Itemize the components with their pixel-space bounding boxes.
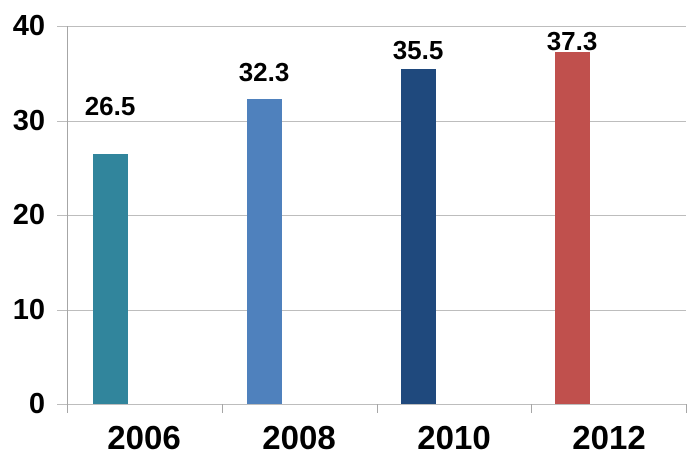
x-axis-category-label: 2006 bbox=[107, 419, 181, 456]
bar bbox=[93, 154, 128, 404]
x-axis-category-label: 2010 bbox=[417, 419, 491, 456]
y-axis-tick-label: 10 bbox=[12, 294, 45, 326]
x-axis-tick bbox=[686, 404, 687, 413]
bar-data-label: 26.5 bbox=[84, 91, 136, 121]
gridline bbox=[57, 215, 686, 216]
y-axis-tick-label: 0 bbox=[28, 388, 45, 420]
y-axis-tick-label: 20 bbox=[12, 199, 45, 231]
bar bbox=[247, 99, 282, 404]
bar-data-label: 37.3 bbox=[546, 26, 598, 56]
gridline bbox=[57, 121, 686, 122]
gridline bbox=[57, 310, 686, 311]
x-axis-tick bbox=[67, 404, 68, 413]
gridline bbox=[57, 26, 686, 27]
y-axis-line bbox=[67, 26, 68, 413]
x-axis-category-label: 2012 bbox=[572, 419, 646, 456]
y-axis-tick-label: 30 bbox=[12, 105, 45, 137]
bar-data-label: 35.5 bbox=[392, 35, 444, 65]
y-axis-tick-label: 40 bbox=[12, 10, 45, 42]
bar-data-label: 32.3 bbox=[238, 57, 290, 87]
bar bbox=[401, 69, 436, 404]
x-axis-tick bbox=[377, 404, 378, 413]
x-axis-tick bbox=[222, 404, 223, 413]
bar bbox=[555, 52, 590, 404]
gridline bbox=[57, 404, 686, 405]
x-axis-category-label: 2008 bbox=[262, 419, 336, 456]
x-axis-tick bbox=[531, 404, 532, 413]
